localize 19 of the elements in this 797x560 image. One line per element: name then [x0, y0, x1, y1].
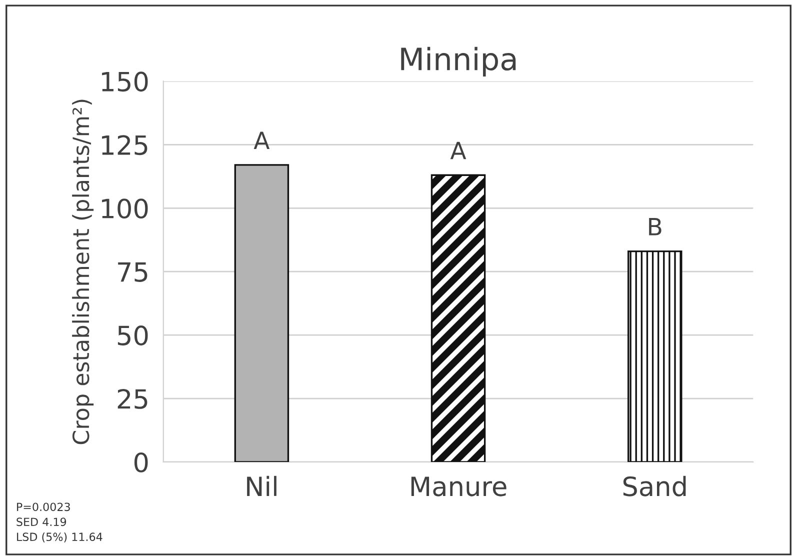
chart-title: Minnipa — [401, 46, 516, 76]
bar — [430, 174, 486, 462]
annotation: B — [649, 218, 662, 236]
bar — [234, 164, 290, 462]
y-tick-label: 75 — [118, 262, 148, 282]
y-tick-label: 25 — [118, 388, 148, 409]
x-tick-label: Manure — [411, 476, 506, 496]
bar — [627, 250, 682, 462]
text: P=0.0023 SED 4.19 LSD (5%) 11.64 — [16, 502, 102, 542]
annotation: A — [254, 132, 270, 149]
y-tick-label: 50 — [118, 326, 148, 346]
y-tick-label: 100 — [102, 198, 148, 219]
x-tick-label: Sand — [623, 476, 686, 496]
x-tick-label: Nil — [247, 476, 276, 496]
y-tick-label: 150 — [102, 72, 148, 92]
y-tick-label: 0 — [134, 452, 148, 472]
y-axis-title: Crop establishment (plants/m²) — [72, 100, 94, 444]
y-tick-label: 125 — [102, 135, 148, 156]
annotation: A — [450, 142, 466, 160]
